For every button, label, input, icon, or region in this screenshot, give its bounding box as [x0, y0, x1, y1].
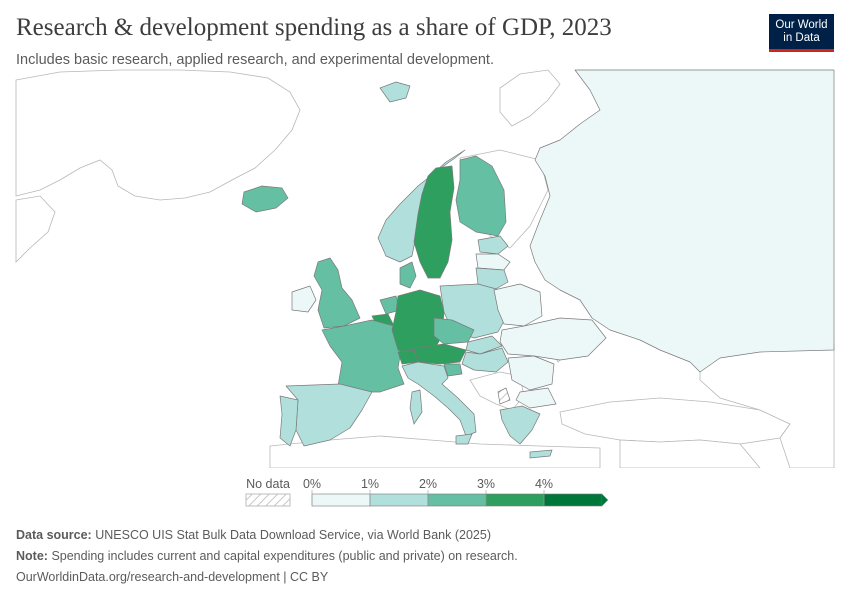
belarus[interactable] [493, 283, 543, 327]
legend-bin-0[interactable] [311, 493, 371, 507]
legend-tick-label: 1% [361, 477, 379, 491]
austria[interactable] [413, 343, 467, 365]
novaya-zemlya-outline [499, 69, 561, 127]
countries [241, 69, 835, 447]
spain[interactable] [285, 383, 373, 447]
sicily [455, 433, 473, 445]
balkans-west-outline [469, 371, 525, 411]
kosovo-no-data [497, 387, 511, 405]
portugal[interactable] [279, 395, 299, 447]
france[interactable] [321, 319, 405, 393]
logo-line-1: Our World [775, 19, 828, 31]
logo-line-2: in Data [783, 32, 820, 44]
finland[interactable] [455, 155, 507, 237]
map-islands [409, 389, 553, 459]
data-source: Data source: UNESCO UIS Stat Bulk Data D… [16, 528, 491, 542]
legend-arrow [602, 494, 608, 506]
russia[interactable] [529, 69, 835, 373]
europe-map[interactable] [0, 68, 850, 468]
italy[interactable] [401, 361, 477, 437]
legend-tick-label: 3% [477, 477, 495, 491]
denmark[interactable] [399, 261, 417, 289]
legend-tick-label: 0% [303, 477, 321, 491]
data-source-label: Data source: [16, 528, 92, 542]
switzerland[interactable] [397, 349, 419, 365]
legend-no-data-label: No data [246, 477, 290, 491]
slovakia[interactable] [465, 335, 503, 355]
data-source-text: UNESCO UIS Stat Bulk Data Download Servi… [95, 528, 491, 542]
ireland[interactable] [291, 285, 317, 313]
chart-note: Note: Spending includes current and capi… [16, 549, 518, 563]
chart-subtitle: Includes basic research, applied researc… [16, 52, 494, 68]
svalbard[interactable] [379, 81, 411, 103]
greenland-outline [15, 69, 301, 201]
chart-title: Research & development spending as a sha… [16, 14, 612, 41]
legend-bin-2[interactable] [427, 493, 487, 507]
hungary[interactable] [461, 347, 509, 373]
romania[interactable] [507, 355, 555, 391]
legend-tick-label: 4% [535, 477, 553, 491]
crete [529, 449, 553, 459]
owid-logo[interactable]: Our World in Data [769, 14, 834, 52]
north-canada-outline [15, 195, 56, 263]
legend-tick-label: 2% [419, 477, 437, 491]
middle-east-outline [619, 439, 761, 468]
bulgaria[interactable] [515, 387, 557, 409]
iceland[interactable] [241, 185, 289, 213]
united-kingdom[interactable] [313, 257, 361, 329]
legend-bin-4[interactable] [543, 493, 603, 507]
note-label: Note: [16, 549, 48, 563]
lithuania[interactable] [475, 267, 509, 291]
legend-no-data-swatch [245, 493, 291, 507]
turkey-outline [559, 397, 791, 445]
greece[interactable] [499, 405, 541, 445]
slovenia[interactable] [443, 363, 463, 377]
legend-bin-1[interactable] [369, 493, 429, 507]
latvia[interactable] [475, 253, 511, 271]
legend-bin-3[interactable] [485, 493, 545, 507]
source-url[interactable]: OurWorldinData.org/research-and-developm… [16, 570, 329, 584]
estonia[interactable] [477, 235, 509, 255]
ukraine[interactable] [499, 317, 607, 361]
background-land [15, 69, 835, 468]
note-text: Spending includes current and capital ex… [51, 549, 518, 563]
corsica-sardinia [409, 389, 423, 425]
sweden[interactable] [413, 165, 455, 279]
color-legend: No data 0% 1% 2% 3% 4% [245, 477, 608, 507]
north-africa-outline [269, 435, 601, 468]
